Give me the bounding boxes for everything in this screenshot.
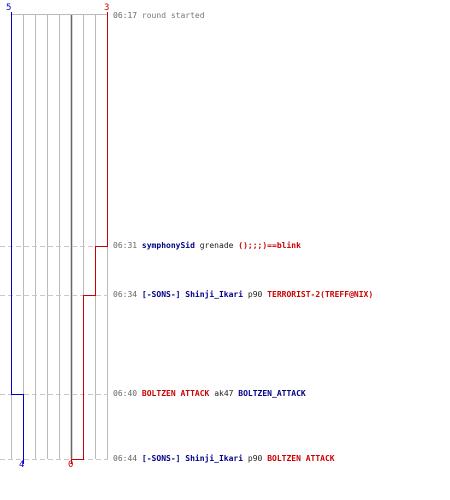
- event-time: 06:34: [113, 290, 138, 299]
- red-end-score: 0: [68, 460, 74, 470]
- red-team-step-line: [71, 12, 108, 464]
- weapon-name: ak47: [214, 389, 234, 398]
- victim-name: TERRORIST-2(TREFF@NIX): [267, 290, 374, 299]
- lane-lines: [11, 14, 108, 459]
- killer-name: BOLTZEN ATTACK: [141, 389, 210, 398]
- weapon-name: p90: [247, 454, 263, 463]
- kill-event: 06:40 BOLTZEN ATTACK ak47 BOLTZEN_ATTACK: [113, 389, 306, 399]
- event-message: round started: [141, 11, 205, 20]
- weapon-name: grenade: [199, 241, 234, 250]
- event-time: 06:44: [113, 454, 138, 463]
- event-round-start: 06:17 round started: [113, 11, 205, 21]
- event-time: 06:40: [113, 389, 138, 398]
- blue-end-score: 4: [19, 460, 25, 470]
- event-guide-lines: [0, 246, 108, 460]
- blue-team-step-line: [11, 12, 24, 464]
- victim-name: BOLTZEN_ATTACK: [238, 389, 306, 398]
- killer-name: [-SONS-] Shinji_Ikari: [141, 454, 244, 463]
- blue-start-score: 5: [6, 3, 12, 13]
- kill-event: 06:34 [-SONS-] Shinji_Ikari p90 TERRORIS…: [113, 290, 373, 300]
- victim-name: BOLTZEN ATTACK: [267, 454, 335, 463]
- killer-name: symphonySid: [141, 241, 195, 250]
- weapon-name: p90: [247, 290, 263, 299]
- event-time: 06:17: [113, 11, 138, 20]
- kill-event: 06:44 [-SONS-] Shinji_Ikari p90 BOLTZEN …: [113, 454, 335, 464]
- red-start-score: 3: [104, 3, 110, 13]
- event-time: 06:31: [113, 241, 138, 250]
- kill-event: 06:31 symphonySid grenade ();;;)==blink: [113, 241, 301, 251]
- victim-name: ();;;)==blink: [238, 241, 301, 250]
- killer-name: [-SONS-] Shinji_Ikari: [141, 290, 244, 299]
